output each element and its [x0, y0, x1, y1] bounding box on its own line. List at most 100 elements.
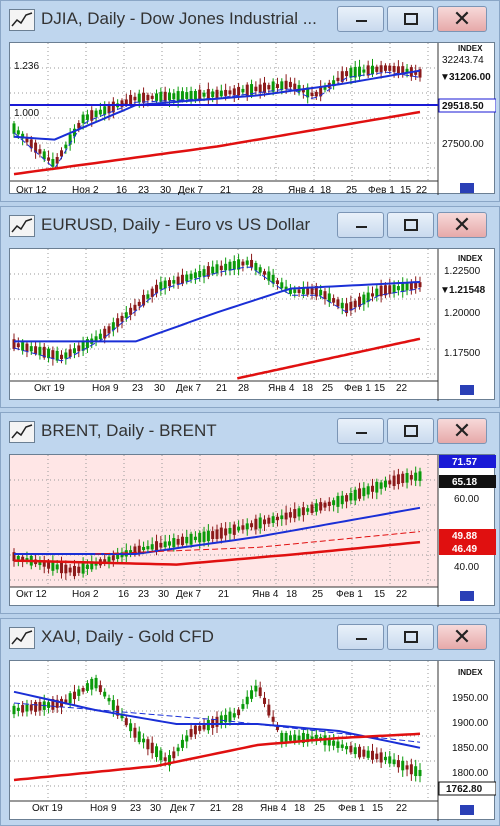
candle-body — [215, 89, 219, 99]
date-label: Фев 1 — [344, 383, 371, 394]
candle-body — [314, 734, 318, 742]
candle-body — [375, 753, 379, 760]
date-label: Янв 4 — [268, 383, 295, 394]
candle-body — [418, 282, 422, 288]
candle-body — [327, 737, 331, 746]
price-label: 1.20000 — [444, 308, 481, 319]
chart-area[interactable]: 1.236 1.000 INDEX 32243.74 ▼ 31206.00 29… — [9, 42, 496, 195]
close-button[interactable]: ✕ — [437, 624, 487, 650]
candle-body — [366, 292, 370, 302]
candle-body — [263, 271, 267, 275]
chart-area[interactable]: INDEX 1.22500 ▼ 1.21548 1.20000 1.17500 … — [9, 248, 495, 401]
scroll-icon[interactable] — [460, 183, 474, 193]
candle-body — [319, 502, 323, 511]
date-label: 23 — [138, 185, 150, 195]
candle-body — [142, 92, 146, 103]
window-title: BRENT, Daily - BRENT — [41, 421, 217, 440]
window-title: XAU, Daily - Gold CFD — [41, 627, 214, 646]
scroll-icon[interactable] — [460, 591, 474, 601]
date-label: 30 — [160, 185, 172, 195]
window-brent[interactable]: BRENT, Daily - BRENT ✕ 71.57 65.18 60.00… — [0, 412, 500, 614]
price-label: 1900.00 — [452, 718, 489, 729]
candle-body — [68, 134, 72, 145]
scroll-icon[interactable] — [460, 385, 474, 395]
titlebar[interactable]: EURUSD, Daily - Euro vs US Dollar ✕ — [1, 207, 499, 243]
price-label: 1950.00 — [452, 693, 489, 704]
chart-area[interactable]: 71.57 65.18 60.00 49.88 46.49 40.00 Окт … — [9, 454, 496, 607]
candle-body — [137, 731, 141, 743]
candle-body — [129, 550, 133, 554]
candle-body — [202, 723, 206, 730]
candle-body — [245, 260, 249, 265]
window-eurusd[interactable]: EURUSD, Daily - Euro vs US Dollar ✕ INDE… — [0, 206, 500, 408]
candle-body — [245, 523, 249, 530]
candle-body — [388, 756, 392, 764]
date-label: 21 — [220, 185, 232, 195]
candle-body — [237, 709, 241, 716]
close-button[interactable]: ✕ — [437, 6, 487, 32]
candle-body — [85, 339, 89, 349]
candle-body — [219, 90, 223, 97]
maximize-button[interactable] — [387, 624, 434, 650]
candle-body — [254, 685, 258, 692]
candle-body — [414, 70, 418, 75]
minimize-button[interactable] — [337, 6, 384, 32]
titlebar[interactable]: BRENT, Daily - BRENT ✕ — [1, 413, 499, 449]
candle-body — [159, 750, 163, 761]
candle-body — [146, 94, 150, 101]
price-label: 32243.74 — [442, 55, 484, 66]
maximize-button[interactable] — [387, 418, 434, 444]
candle-body — [55, 564, 59, 570]
window-xau[interactable]: XAU, Daily - Gold CFD ✕ INDEX 1950.00 19… — [0, 618, 500, 826]
candle-body — [263, 519, 267, 525]
minimize-button[interactable] — [337, 212, 384, 238]
candle-body — [137, 93, 141, 103]
candle-body — [228, 527, 232, 534]
candle-body — [379, 65, 383, 73]
candle-body — [77, 689, 81, 696]
candle-body — [215, 264, 219, 274]
candle-body — [120, 100, 124, 107]
candle-body — [129, 307, 133, 315]
chart-area[interactable]: INDEX 1950.00 1900.00 1850.00 1800.00 17… — [9, 660, 496, 821]
candle-body — [232, 713, 236, 718]
date-label: 23 — [138, 589, 150, 600]
maximize-button[interactable] — [387, 6, 434, 32]
candle-body — [116, 318, 120, 327]
scroll-icon[interactable] — [460, 805, 474, 815]
candle-body — [379, 482, 383, 489]
index-label: INDEX — [458, 668, 483, 677]
candle-body — [107, 697, 111, 702]
candle-body — [224, 528, 228, 536]
titlebar[interactable]: DJIA, Daily - Dow Jones Industrial ... ✕ — [1, 1, 499, 37]
candle-body — [42, 561, 46, 567]
candle-body — [392, 284, 396, 293]
candle-body — [68, 693, 72, 704]
candle-body — [206, 266, 210, 277]
date-label: 25 — [314, 803, 326, 814]
titlebar[interactable]: XAU, Daily - Gold CFD ✕ — [1, 619, 499, 655]
candle-body — [362, 487, 366, 497]
price-label: 1800.00 — [452, 768, 489, 779]
window-djia[interactable]: DJIA, Daily - Dow Jones Industrial ... ✕… — [0, 0, 500, 202]
candle-body — [111, 700, 115, 711]
maximize-button[interactable] — [387, 212, 434, 238]
candle-body — [336, 299, 340, 307]
minimize-button[interactable] — [337, 624, 384, 650]
candle-body — [271, 516, 275, 523]
candle-body — [120, 714, 124, 719]
candle-body — [245, 84, 249, 96]
candle-body — [68, 349, 72, 357]
candle-body — [51, 699, 55, 710]
close-button[interactable]: ✕ — [437, 418, 487, 444]
candle-body — [111, 101, 115, 113]
candle-body — [353, 300, 357, 308]
candle-body — [12, 705, 16, 715]
date-label: Окт 12 — [16, 589, 47, 600]
minimize-button[interactable] — [337, 418, 384, 444]
candle-body — [124, 312, 128, 318]
candle-body — [383, 65, 387, 71]
date-label: Фев 1 — [338, 803, 365, 814]
close-button[interactable]: ✕ — [437, 212, 487, 238]
candle-body — [172, 280, 176, 284]
